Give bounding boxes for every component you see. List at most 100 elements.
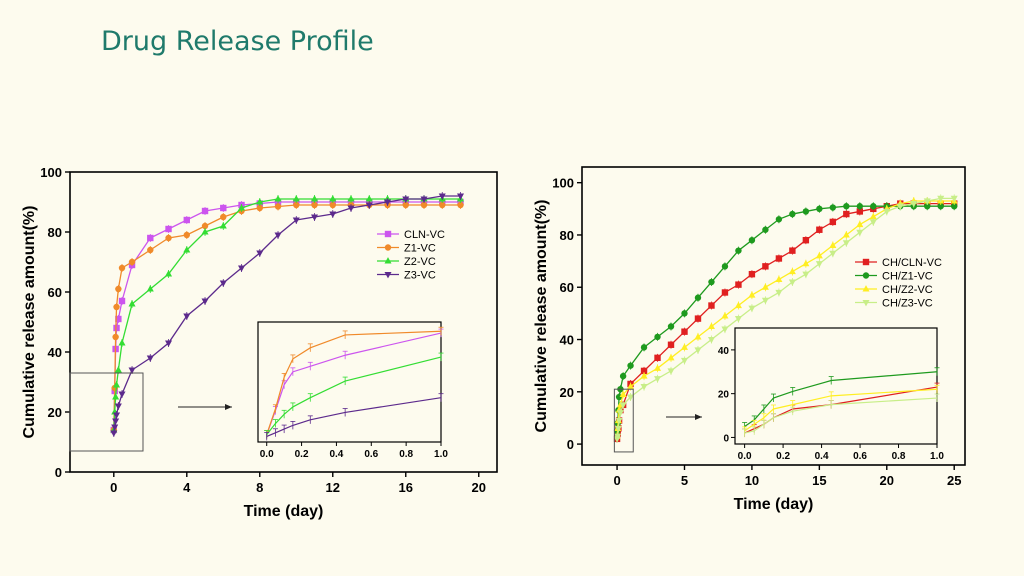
left-data-point	[365, 202, 373, 209]
left-data-point	[274, 232, 282, 239]
right-inset-series-3	[742, 393, 940, 438]
left-x-axis-label: Time (day)	[244, 503, 324, 520]
right-data-point	[802, 259, 810, 267]
left-legend-marker	[384, 257, 392, 264]
left-data-point	[292, 217, 300, 224]
right-data-point	[856, 203, 864, 210]
right-data-point	[789, 247, 796, 254]
right-legend-marker	[862, 272, 870, 279]
right-data-point	[829, 218, 837, 226]
right-data-point	[654, 333, 661, 341]
right-data-point	[856, 229, 864, 237]
right-data-point	[616, 410, 624, 417]
right-y-axis-label: Cumulative release amount(%)	[533, 200, 550, 433]
right-data-point	[734, 301, 742, 309]
left-legend-marker	[384, 230, 392, 238]
right-data-point	[937, 203, 944, 210]
right-zoom-box	[613, 388, 634, 453]
left-legend-marker	[384, 271, 392, 279]
left-zoom-arrowhead	[225, 404, 232, 410]
right-data-point	[923, 198, 931, 205]
right-data-point	[829, 204, 837, 211]
left-data-point	[456, 193, 465, 200]
left-data-point	[256, 198, 264, 205]
right-data-point	[654, 376, 662, 383]
left-zoom-box	[69, 372, 144, 452]
left-data-point	[165, 234, 172, 242]
right-data-point	[869, 212, 877, 220]
right-data-point	[856, 220, 864, 228]
left-data-point	[274, 195, 282, 202]
right-inset-y-tick-label: 0	[723, 433, 729, 444]
right-data-point	[627, 362, 634, 369]
left-inset-series-3	[264, 393, 444, 441]
right-data-point	[762, 226, 769, 233]
right-data-point	[680, 343, 689, 350]
right-data-point	[829, 250, 837, 258]
left-data-point	[329, 195, 337, 202]
left-data-point	[402, 196, 410, 203]
right-x-tick-label: 25	[947, 473, 961, 488]
left-data-point	[112, 418, 120, 425]
left-inset-series-2	[264, 352, 444, 439]
right-data-point	[721, 312, 729, 319]
right-data-point	[681, 328, 688, 335]
right-data-point	[619, 372, 627, 380]
right-legend-label: CH/Z2-VC	[882, 284, 933, 296]
left-data-point	[201, 222, 209, 230]
left-data-point	[347, 205, 355, 212]
left-data-point	[118, 297, 126, 305]
right-data-point	[627, 394, 635, 401]
right-data-point	[667, 341, 675, 348]
left-data-point	[110, 430, 118, 437]
left-data-point	[111, 424, 119, 431]
left-y-tick-label: 40	[48, 345, 62, 360]
left-data-point	[420, 201, 428, 209]
right-data-point	[748, 305, 756, 312]
right-data-point	[735, 247, 742, 254]
right-x-tick-label: 15	[812, 473, 826, 488]
right-data-point	[667, 353, 675, 361]
right-inset-x-tick-label: 0.4	[815, 451, 829, 462]
left-legend-marker	[384, 244, 392, 251]
left-data-point	[347, 195, 355, 202]
left-x-tick-label: 12	[326, 480, 340, 495]
right-y-tick-label: 80	[560, 228, 574, 243]
right-data-point	[910, 201, 918, 208]
right-data-point	[869, 219, 877, 226]
left-inset-x-tick-label: 1.0	[434, 449, 448, 460]
right-data-point	[802, 271, 810, 279]
right-x-tick-label: 10	[745, 473, 759, 488]
left-data-point	[165, 270, 173, 277]
right-data-point	[667, 323, 675, 330]
right-inset-x-tick-label: 0.0	[738, 451, 752, 462]
left-inset-x-tick-label: 0.6	[364, 449, 378, 460]
left-data-point	[219, 222, 227, 229]
left-legend-label: Z1-VC	[404, 243, 436, 255]
right-data-point	[707, 336, 715, 344]
left-data-point	[383, 199, 392, 206]
left-data-point	[274, 203, 282, 210]
right-legend-marker	[862, 258, 870, 266]
left-data-point	[118, 339, 126, 346]
right-data-point	[748, 236, 756, 244]
right-data-point	[735, 281, 742, 288]
right-data-point	[788, 279, 796, 286]
right-data-point	[614, 425, 622, 433]
left-data-point	[219, 280, 227, 287]
left-x-tick-label: 20	[472, 480, 486, 495]
left-data-point	[128, 258, 136, 266]
left-data-point	[402, 201, 409, 209]
right-data-point	[815, 252, 823, 259]
right-data-point	[775, 216, 783, 223]
left-y-axis-label: Cumulative release amount(%)	[21, 206, 38, 439]
left-data-point	[457, 201, 464, 209]
right-zoom-arrowhead	[695, 414, 702, 420]
right-legend-label: CH/Z1-VC	[882, 271, 933, 283]
right-data-point	[843, 210, 850, 218]
left-x-tick-label: 0	[110, 480, 117, 495]
right-inset-x-tick-label: 1.0	[930, 451, 944, 462]
